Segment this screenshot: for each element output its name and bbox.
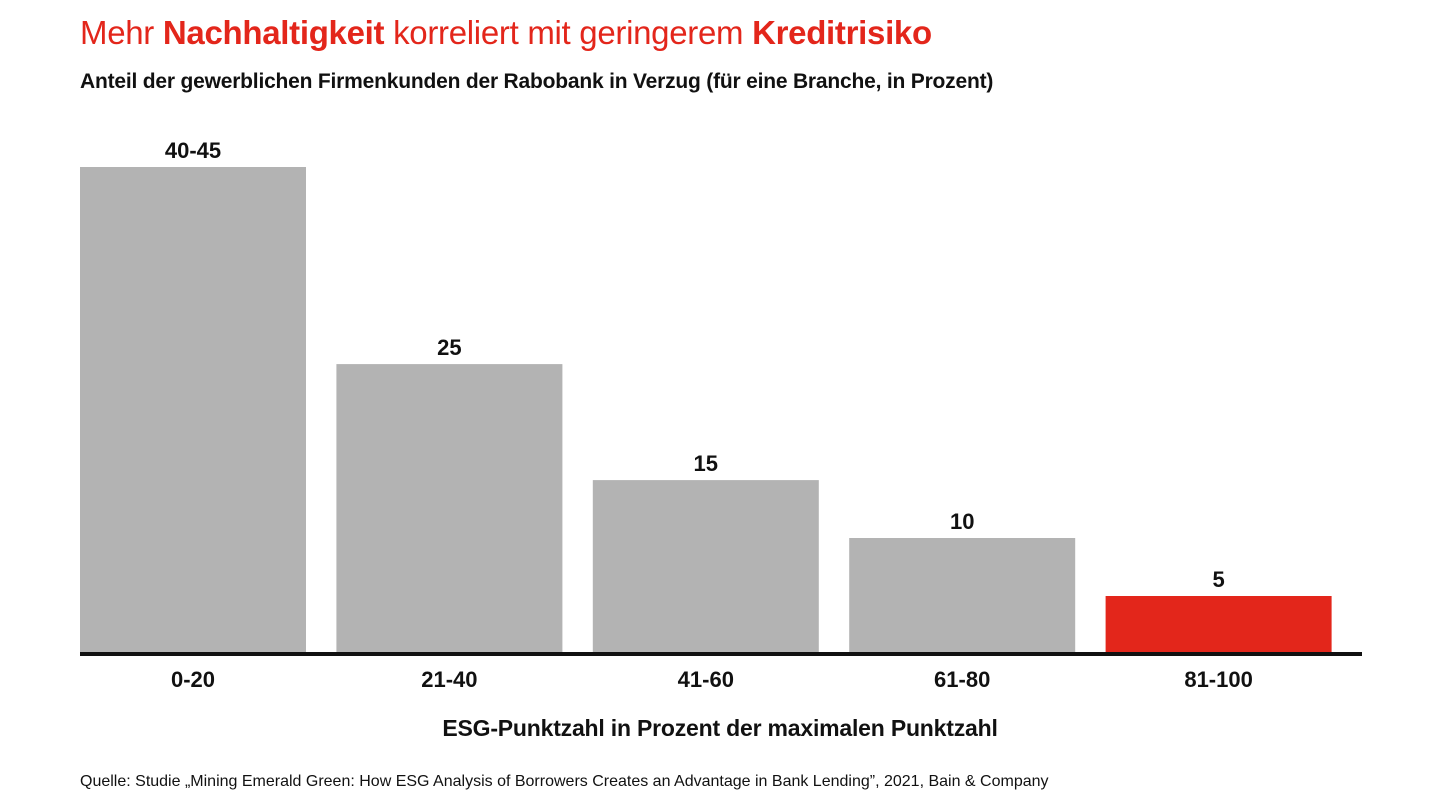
bar-81-100 bbox=[1105, 596, 1332, 654]
category-label-0-20: 0-20 bbox=[171, 667, 215, 692]
x-axis-title: ESG-Punktzahl in Prozent der maximalen P… bbox=[442, 715, 998, 741]
bar-21-40 bbox=[336, 364, 563, 654]
title-part-4: Kreditrisiko bbox=[752, 14, 932, 51]
title-part-3: korreliert mit geringerem bbox=[384, 14, 753, 51]
category-label-21-40: 21-40 bbox=[421, 667, 477, 692]
bar-41-60 bbox=[592, 480, 819, 654]
page-title: Mehr Nachhaltigkeit korreliert mit gerin… bbox=[80, 12, 932, 54]
value-label-41-60: 15 bbox=[694, 451, 718, 476]
category-label-41-60: 41-60 bbox=[678, 667, 734, 692]
title-part-2: Nachhaltigkeit bbox=[162, 14, 385, 51]
value-label-81-100: 5 bbox=[1212, 567, 1224, 592]
chart-subtitle: Anteil der gewerblichen Firmenkunden der… bbox=[80, 70, 994, 93]
value-label-0-20: 40-45 bbox=[165, 138, 221, 163]
category-label-81-100: 81-100 bbox=[1184, 667, 1253, 692]
title-part-1: Mehr bbox=[80, 14, 163, 51]
source-note: Quelle: Studie „Mining Emerald Green: Ho… bbox=[80, 773, 1049, 790]
category-label-61-80: 61-80 bbox=[934, 667, 990, 692]
bar-0-20 bbox=[80, 167, 306, 654]
value-label-21-40: 25 bbox=[437, 335, 461, 360]
bar-61-80 bbox=[849, 538, 1076, 654]
value-label-61-80: 10 bbox=[950, 509, 974, 534]
